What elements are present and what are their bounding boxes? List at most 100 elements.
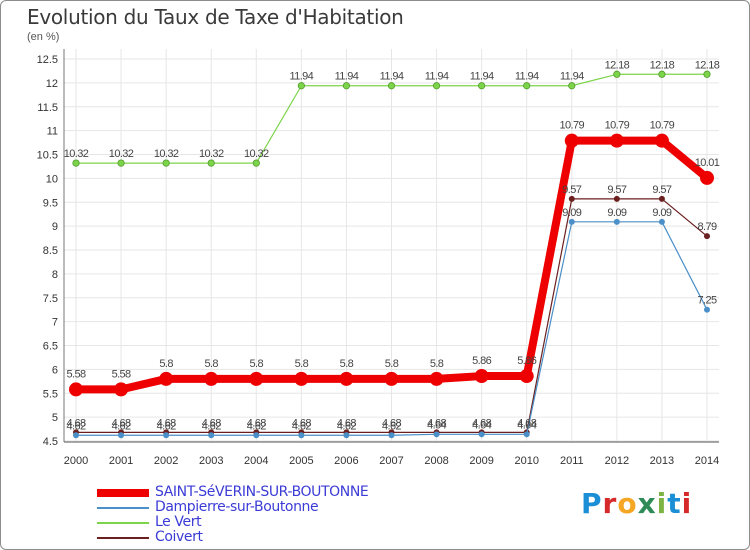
data-point: [118, 432, 125, 439]
y-tick-label: 11.5: [37, 102, 58, 114]
data-label: 10.79: [560, 120, 585, 132]
data-label: 12.18: [695, 59, 720, 71]
data-point: [568, 218, 575, 225]
data-label: 10.32: [64, 148, 89, 160]
data-label: 4.68: [247, 417, 266, 429]
data-point: [613, 218, 620, 225]
data-point: [117, 159, 125, 167]
y-tick-label: 8.5: [43, 245, 58, 257]
data-point: [568, 82, 576, 90]
y-tick-label: 7.5: [43, 293, 58, 305]
data-label: 9.57: [562, 184, 581, 196]
legend-label: SAINT-SéVERIN-SUR-BOUTONNE: [155, 484, 369, 500]
data-point: [294, 371, 309, 386]
data-point: [613, 195, 620, 202]
y-tick-label: 6.5: [43, 341, 58, 353]
data-point: [207, 159, 215, 167]
legend-swatch: [97, 489, 149, 497]
x-tick-label: 2008: [424, 455, 448, 467]
data-label: 9.09: [562, 207, 581, 219]
data-point: [433, 431, 440, 438]
data-label: 4.62: [112, 420, 131, 432]
legend-swatch: [97, 537, 149, 539]
data-label: 4.62: [247, 420, 266, 432]
logo-letter: r: [602, 487, 618, 520]
data-label: 10.32: [199, 148, 224, 160]
data-label: 4.64: [472, 419, 491, 431]
data-label: 4.68: [517, 417, 536, 429]
data-label: 10.01: [695, 157, 720, 169]
data-label: 9.09: [607, 207, 626, 219]
y-tick-label: 10: [46, 173, 58, 185]
data-label: 10.79: [605, 120, 630, 132]
data-label: 5.86: [472, 355, 491, 367]
data-point: [388, 432, 395, 439]
data-point: [658, 70, 666, 78]
data-point: [297, 82, 305, 90]
data-label: 5.8: [385, 358, 399, 370]
y-tick-label: 8: [52, 269, 58, 281]
data-label: 12.18: [605, 59, 630, 71]
data-label: 5.8: [204, 358, 218, 370]
data-label: 9.09: [652, 207, 671, 219]
y-tick-label: 7: [52, 317, 58, 329]
y-tick-label: 9.5: [43, 197, 58, 209]
data-point: [658, 218, 665, 225]
data-label: 4.62: [382, 420, 401, 432]
data-label: 9.57: [652, 184, 671, 196]
data-label: 8.79: [697, 221, 716, 233]
legend-label: Coivert: [155, 529, 203, 545]
data-point: [478, 82, 486, 90]
y-tick-label: 10.5: [37, 150, 58, 162]
data-label: 11.94: [335, 71, 359, 83]
chart-subtitle: (en %): [27, 31, 60, 43]
data-point: [519, 369, 534, 384]
data-label: 5.8: [430, 358, 444, 370]
x-tick-label: 2012: [605, 455, 629, 467]
data-point: [568, 195, 575, 202]
x-tick-label: 2011: [560, 455, 584, 467]
x-tick-label: 2002: [154, 455, 178, 467]
data-label: 4.64: [517, 419, 536, 431]
data-point: [523, 431, 530, 438]
logo-letter: i: [656, 487, 668, 520]
data-label: 4.68: [382, 417, 401, 429]
data-label: 11.94: [425, 71, 449, 83]
data-point: [342, 82, 351, 90]
data-point: [704, 306, 710, 313]
x-tick-label: 2014: [695, 455, 719, 467]
x-tick-label: 2013: [650, 455, 674, 467]
data-point: [162, 159, 170, 167]
data-point: [474, 369, 489, 384]
data-label: 4.62: [292, 420, 311, 432]
data-label: 4.64: [427, 419, 446, 431]
data-point: [208, 432, 215, 439]
data-label: 9.57: [607, 184, 626, 196]
legend-swatch: [97, 522, 149, 524]
data-label: 5.58: [66, 368, 85, 380]
data-point: [700, 170, 714, 185]
legend-label: Dampierre-sur-Boutonne: [155, 499, 319, 515]
data-point: [73, 432, 79, 439]
data-label: 4.68: [66, 417, 85, 429]
data-label: 4.62: [66, 420, 85, 432]
data-label: 11.94: [289, 71, 313, 83]
y-tick-label: 9: [52, 221, 58, 233]
data-point: [432, 82, 441, 90]
data-point: [339, 371, 354, 386]
data-point: [252, 159, 260, 167]
data-label: 5.8: [159, 358, 173, 370]
x-tick-label: 2004: [244, 455, 268, 467]
logo-letter: x: [637, 487, 657, 520]
data-point: [387, 82, 396, 90]
data-label: 4.68: [427, 417, 446, 429]
y-tick-label: 5.5: [43, 388, 58, 400]
y-tick-label: 6: [52, 364, 58, 376]
data-point: [253, 432, 260, 439]
x-tick-label: 2010: [514, 455, 538, 467]
data-point: [658, 195, 665, 202]
data-point: [159, 371, 174, 386]
data-point: [429, 371, 444, 386]
x-tick-label: 2000: [64, 455, 88, 467]
